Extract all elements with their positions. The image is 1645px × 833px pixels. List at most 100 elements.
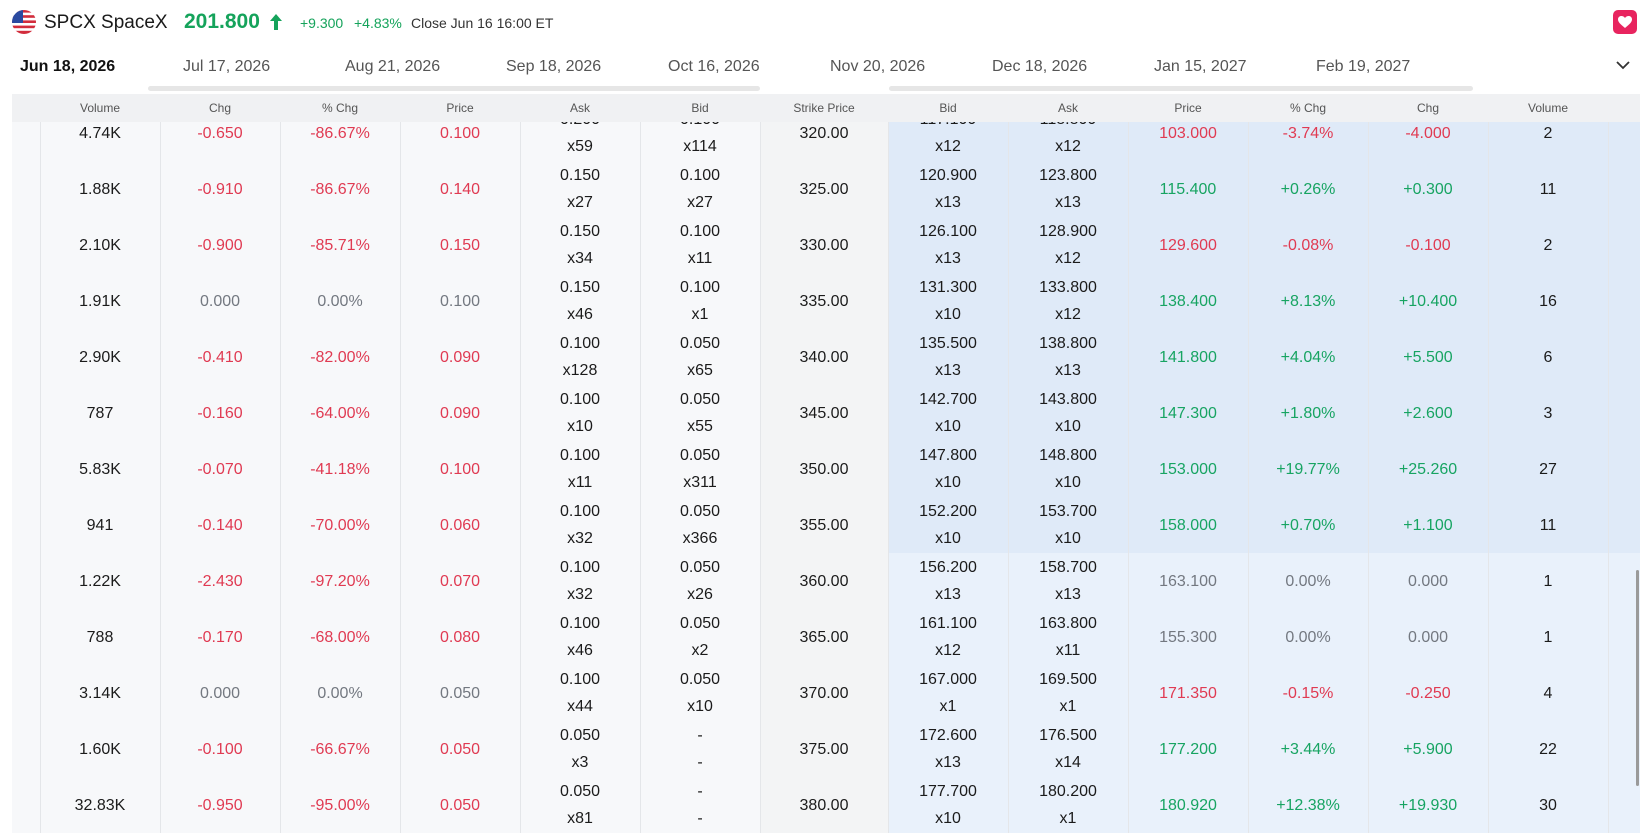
col-header[interactable]: Chg — [208, 101, 231, 115]
expiry-scroll-track[interactable] — [148, 86, 760, 91]
call-change[interactable]: 0.000 — [160, 665, 280, 721]
put-change[interactable]: +1.100 — [1368, 497, 1488, 553]
put-change[interactable]: +5.500 — [1368, 329, 1488, 385]
call-change-pct[interactable]: 0.00% — [280, 273, 400, 329]
call-change-pct[interactable]: -64.00% — [280, 385, 400, 441]
call-bid[interactable]: 0.050 x65 — [640, 329, 760, 385]
put-price[interactable]: 177.200 — [1128, 721, 1248, 777]
call-volume[interactable]: 2.90K — [40, 329, 160, 385]
put-bid[interactable]: 167.000 x1 — [888, 665, 1008, 721]
put-ask[interactable]: 169.500 x1 — [1008, 665, 1128, 721]
expiry-scroll-track[interactable] — [889, 86, 1473, 91]
option-row[interactable]: 787 -0.160 -64.00% 0.090 0.100 x10 0.050 x55 345… — [12, 385, 1640, 441]
call-ask[interactable]: 0.100 x128 — [520, 329, 640, 385]
put-bid[interactable]: 131.300 x10 — [888, 273, 1008, 329]
col-header[interactable]: % Chg — [1289, 101, 1327, 115]
call-price[interactable]: 0.090 — [400, 329, 520, 385]
call-ask[interactable]: 0.100 x11 — [520, 441, 640, 497]
strike-price[interactable]: 375.00 — [760, 721, 888, 777]
col-header-strike[interactable]: Strike Price — [793, 101, 855, 115]
col-header[interactable]: Bid — [691, 101, 709, 115]
put-volume[interactable]: 3 — [1488, 385, 1608, 441]
col-header[interactable]: Volume — [79, 101, 121, 115]
call-volume[interactable]: 1.91K — [40, 273, 160, 329]
call-ask[interactable]: 0.150 x34 — [520, 217, 640, 273]
call-bid[interactable]: 0.050 x26 — [640, 553, 760, 609]
put-change-pct[interactable]: +4.04% — [1248, 329, 1368, 385]
put-volume[interactable]: 1 — [1488, 553, 1608, 609]
call-change[interactable]: -2.430 — [160, 553, 280, 609]
put-bid[interactable]: 152.200 x10 — [888, 497, 1008, 553]
put-ask[interactable]: 153.700 x10 — [1008, 497, 1128, 553]
col-header[interactable]: Ask — [569, 101, 590, 115]
put-change[interactable]: +10.400 — [1368, 273, 1488, 329]
expiry-tab[interactable]: Aug 21, 2026 — [345, 58, 441, 75]
put-price[interactable]: 103.000 — [1128, 122, 1248, 161]
call-volume[interactable]: 1.22K — [40, 553, 160, 609]
call-ask[interactable]: 0.050 x3 — [520, 721, 640, 777]
call-bid[interactable]: 0.050 x55 — [640, 385, 760, 441]
strike-price[interactable]: 355.00 — [760, 497, 888, 553]
call-bid[interactable]: 0.050 x366 — [640, 497, 760, 553]
put-change-pct[interactable]: -3.74% — [1248, 122, 1368, 161]
call-volume[interactable]: 1.88K — [40, 161, 160, 217]
call-volume[interactable]: 5.83K — [40, 441, 160, 497]
put-volume[interactable]: 2 — [1488, 122, 1608, 161]
strike-price[interactable]: 345.00 — [760, 385, 888, 441]
option-row[interactable]: 1.91K 0.000 0.00% 0.100 0.150 x46 0.100 x1 335.0… — [12, 273, 1640, 329]
call-price[interactable]: 0.050 — [400, 665, 520, 721]
call-change[interactable]: -0.140 — [160, 497, 280, 553]
call-change[interactable]: 0.000 — [160, 273, 280, 329]
put-change-pct[interactable]: +1.80% — [1248, 385, 1368, 441]
option-row[interactable]: 2.10K -0.900 -85.71% 0.150 0.150 x34 0.100 x11 3… — [12, 217, 1640, 273]
put-volume[interactable]: 1 — [1488, 609, 1608, 665]
call-ask[interactable]: 0.200 x59 — [520, 122, 640, 161]
put-price[interactable]: 153.000 — [1128, 441, 1248, 497]
strike-price[interactable]: 380.00 — [760, 777, 888, 833]
put-change[interactable]: 0.000 — [1368, 553, 1488, 609]
call-volume[interactable]: 2.10K — [40, 217, 160, 273]
put-volume[interactable]: 30 — [1488, 777, 1608, 833]
strike-price[interactable]: 335.00 — [760, 273, 888, 329]
call-price[interactable]: 0.060 — [400, 497, 520, 553]
put-change-pct[interactable]: +0.26% — [1248, 161, 1368, 217]
put-bid[interactable]: 126.100 x13 — [888, 217, 1008, 273]
put-bid[interactable]: 156.200 x13 — [888, 553, 1008, 609]
call-price[interactable]: 0.100 — [400, 441, 520, 497]
put-change-pct[interactable]: +12.38% — [1248, 777, 1368, 833]
option-row[interactable]: 1.22K -2.430 -97.20% 0.070 0.100 x32 0.050 x26 3… — [12, 553, 1640, 609]
call-change-pct[interactable]: -82.00% — [280, 329, 400, 385]
put-ask[interactable]: 128.900 x12 — [1008, 217, 1128, 273]
col-header[interactable]: Bid — [939, 101, 957, 115]
call-change-pct[interactable]: -68.00% — [280, 609, 400, 665]
put-price[interactable]: 141.800 — [1128, 329, 1248, 385]
put-price[interactable]: 163.100 — [1128, 553, 1248, 609]
call-price[interactable]: 0.100 — [400, 273, 520, 329]
call-ask[interactable]: 0.100 x10 — [520, 385, 640, 441]
put-change[interactable]: +2.600 — [1368, 385, 1488, 441]
put-change-pct[interactable]: -0.15% — [1248, 665, 1368, 721]
put-price[interactable]: 180.920 — [1128, 777, 1248, 833]
strike-price[interactable]: 340.00 — [760, 329, 888, 385]
put-bid[interactable]: 177.700 x10 — [888, 777, 1008, 833]
call-ask[interactable]: 0.150 x27 — [520, 161, 640, 217]
put-bid[interactable]: 147.800 x10 — [888, 441, 1008, 497]
call-bid[interactable]: 0.100 x114 — [640, 122, 760, 161]
call-volume[interactable]: 787 — [40, 385, 160, 441]
col-header[interactable]: Volume — [1527, 101, 1569, 115]
put-bid[interactable]: 161.100 x12 — [888, 609, 1008, 665]
put-change-pct[interactable]: +3.44% — [1248, 721, 1368, 777]
put-change[interactable]: +0.300 — [1368, 161, 1488, 217]
call-bid[interactable]: 0.050 x10 — [640, 665, 760, 721]
put-price[interactable]: 155.300 — [1128, 609, 1248, 665]
put-ask[interactable]: 176.500 x14 — [1008, 721, 1128, 777]
call-change[interactable]: -0.910 — [160, 161, 280, 217]
put-ask[interactable]: 163.800 x11 — [1008, 609, 1128, 665]
call-volume[interactable]: 941 — [40, 497, 160, 553]
option-row[interactable]: 1.88K -0.910 -86.67% 0.140 0.150 x27 0.100 x27 3… — [12, 161, 1640, 217]
call-price[interactable]: 0.140 — [400, 161, 520, 217]
call-volume[interactable]: 788 — [40, 609, 160, 665]
put-price[interactable]: 158.000 — [1128, 497, 1248, 553]
put-bid[interactable]: 120.900 x13 — [888, 161, 1008, 217]
call-change[interactable]: -0.100 — [160, 721, 280, 777]
